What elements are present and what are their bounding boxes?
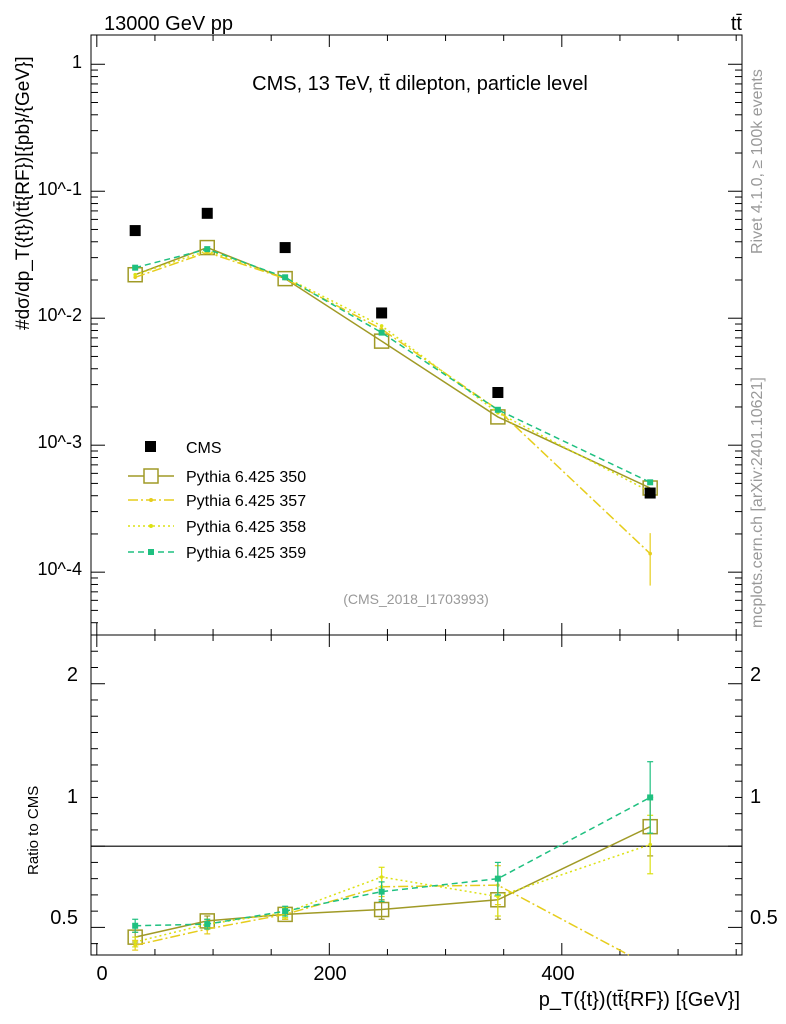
legend-marker-359 xyxy=(148,549,154,555)
main-tick-label-5: 10^-4 xyxy=(38,559,82,579)
legend-marker-350 xyxy=(143,468,159,484)
data-point xyxy=(129,225,141,237)
legend-label-data: CMS xyxy=(186,440,222,457)
series-point-3 xyxy=(204,246,211,253)
rivet-label: Rivet 4.1.0, ≥ 100k events xyxy=(749,69,766,254)
ratio-point-3 xyxy=(378,888,385,895)
legend-marker-358 xyxy=(149,524,153,528)
x-tick-label-400: 400 xyxy=(541,963,574,985)
series-line-1 xyxy=(134,251,651,555)
series-point-2 xyxy=(379,324,384,328)
data-point xyxy=(644,487,656,499)
series-point-2 xyxy=(133,272,137,277)
series-point-3 xyxy=(494,406,501,413)
main-tick-label-1: 1 xyxy=(72,52,82,72)
ratio-point-3 xyxy=(494,875,501,882)
plot-title: CMS, 13 TeV, tt̄ dilepton, particle leve… xyxy=(252,73,588,95)
ratio-line-3 xyxy=(135,796,651,927)
main-tick-label-3: 10^-2 xyxy=(38,305,82,325)
series-point-3 xyxy=(647,479,654,486)
mcplots-label: mcplots.cern.ch [arXiv:2401.10621] xyxy=(749,377,766,628)
main-tick-label-2: 10^-1 xyxy=(38,179,82,199)
series-line-3 xyxy=(134,248,651,483)
data-point xyxy=(279,242,291,254)
ratio-point-3 xyxy=(282,908,289,915)
ratio-tick-label-1-right: 1 xyxy=(750,786,761,808)
data-point xyxy=(376,307,388,319)
legend-label-358: Pythia 6.425 358 xyxy=(186,519,306,536)
ratio-point-3 xyxy=(132,922,139,929)
series-line-2 xyxy=(134,249,651,493)
ratio-point-3 xyxy=(204,921,211,928)
series-point-0 xyxy=(277,270,293,287)
ratio-tick-label-1: 1 xyxy=(67,786,78,808)
ratio-panel-frame xyxy=(90,634,743,956)
legend: CMS Pythia 6.425 350 Pythia 6.425 357 Py… xyxy=(128,440,306,562)
ratio-panel-marks xyxy=(91,761,742,956)
ratio-line-0 xyxy=(135,825,651,938)
ratio-tick-label-05-right: 0.5 xyxy=(750,907,778,929)
ratio-tick-label-2: 2 xyxy=(67,664,78,686)
ratio-point-2 xyxy=(496,894,500,899)
ratio-line-2 xyxy=(134,843,651,943)
series-point-1 xyxy=(133,275,137,280)
ratio-line-1 xyxy=(135,884,630,956)
ratio-point-3 xyxy=(647,794,654,801)
main-tick-label-4: 10^-3 xyxy=(38,432,82,452)
ratio-point-2 xyxy=(379,875,384,879)
ratio-tick-label-2-right: 2 xyxy=(750,664,761,686)
data-point xyxy=(201,207,213,219)
energy-label: 13000 GeV pp xyxy=(104,13,233,35)
axis-ticks xyxy=(91,35,742,955)
legend-label-357: Pythia 6.425 357 xyxy=(186,493,306,510)
data-point xyxy=(492,386,504,398)
ratio-point-0 xyxy=(373,901,390,918)
series-point-3 xyxy=(378,329,385,336)
series-point-3 xyxy=(132,264,139,271)
analysis-label: (CMS_2018_I1703993) xyxy=(343,591,489,607)
process-label: tt̄ xyxy=(731,13,743,35)
legend-label-359: Pythia 6.425 359 xyxy=(186,545,306,562)
x-tick-label-200: 200 xyxy=(313,963,346,985)
main-panel-marks xyxy=(127,207,658,586)
x-tick-label-0: 0 xyxy=(96,963,107,985)
ratio-axis-label: Ratio to CMS xyxy=(25,786,42,875)
ratio-point-2 xyxy=(648,842,652,847)
legend-label-350: Pythia 6.425 350 xyxy=(186,469,306,486)
legend-marker-data xyxy=(145,441,156,452)
series-point-3 xyxy=(282,274,289,281)
y-axis-label: #dσ/dp_T({t})(tt̄{RF})[{pb}/{GeV}] xyxy=(13,56,34,330)
legend-marker-357 xyxy=(149,498,153,502)
x-axis-label: p_T({t})(tt̄{RF}) [{GeV}] xyxy=(539,989,740,1011)
ratio-point-2 xyxy=(133,940,137,944)
ratio-tick-label-05: 0.5 xyxy=(50,907,78,929)
series-point-0 xyxy=(199,239,215,256)
